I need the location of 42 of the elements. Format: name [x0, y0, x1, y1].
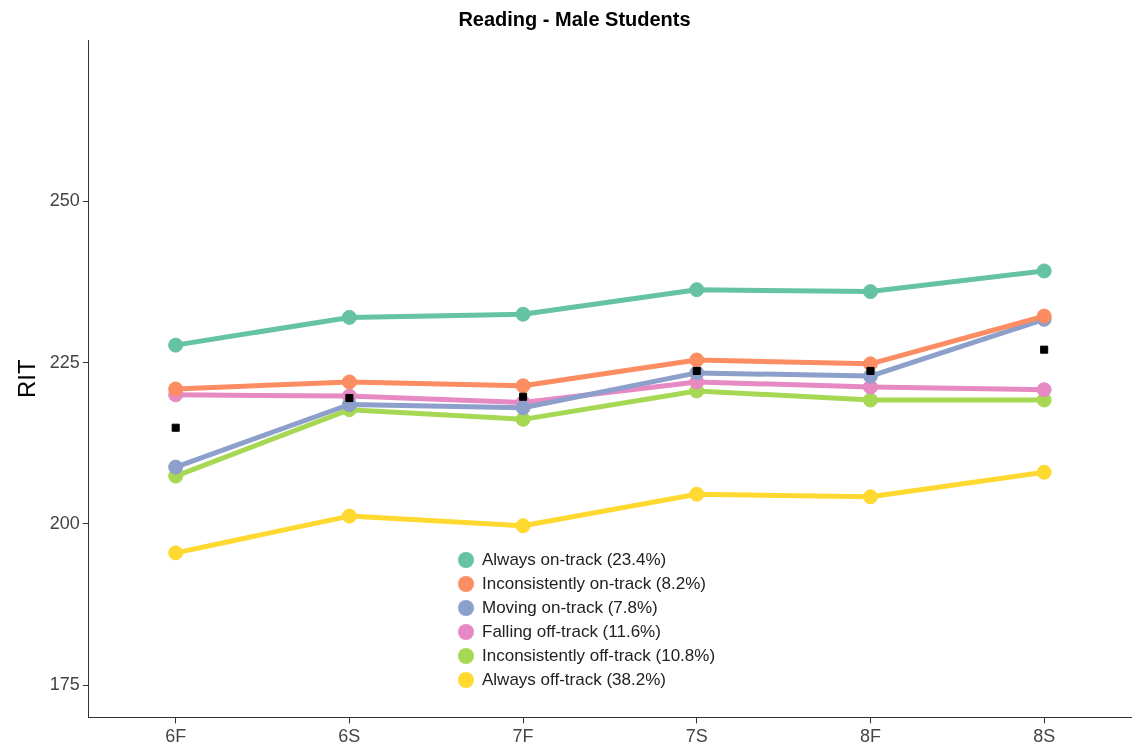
point	[168, 459, 184, 475]
legend-label: Falling off-track (11.6%)	[482, 622, 661, 642]
legend-label: Always on-track (23.4%)	[482, 550, 667, 570]
point	[515, 306, 531, 322]
point	[689, 282, 705, 298]
point	[515, 378, 531, 394]
legend-label: Always off-track (38.2%)	[482, 670, 666, 690]
point	[341, 374, 357, 390]
x-tick-label: 8F	[859, 726, 881, 747]
point	[171, 423, 180, 432]
legend-label: Inconsistently off-track (10.8%)	[482, 646, 716, 666]
point	[866, 366, 875, 375]
point	[1036, 382, 1052, 398]
x-tick-label: 6F	[165, 726, 187, 747]
legend-label: Moving on-track (7.8%)	[482, 598, 658, 618]
point	[862, 489, 878, 505]
point	[341, 508, 357, 524]
point	[519, 392, 528, 401]
point	[515, 518, 531, 534]
point	[689, 352, 705, 368]
point	[1036, 263, 1052, 279]
point	[1036, 464, 1052, 480]
point	[689, 486, 705, 502]
point	[168, 545, 184, 561]
point	[168, 381, 184, 397]
point	[341, 309, 357, 325]
x-tick-label: 7S	[685, 726, 708, 747]
y-tick-label: 225	[49, 351, 80, 372]
y-tick-label: 200	[49, 512, 80, 533]
point	[168, 337, 184, 353]
point	[862, 284, 878, 300]
x-tick-label: 8S	[1033, 726, 1056, 747]
legend-label: Inconsistently on-track (8.2%)	[482, 574, 706, 594]
y-axis-title: RIT	[13, 359, 41, 399]
x-tick-label: 6S	[338, 726, 361, 747]
point	[515, 400, 531, 416]
chart-title: Reading - Male Students	[458, 7, 691, 30]
y-tick-label: 175	[49, 674, 80, 695]
y-tick-label: 250	[49, 190, 80, 211]
point	[1040, 345, 1049, 354]
x-tick-label: 7F	[512, 726, 534, 747]
point	[862, 392, 878, 408]
